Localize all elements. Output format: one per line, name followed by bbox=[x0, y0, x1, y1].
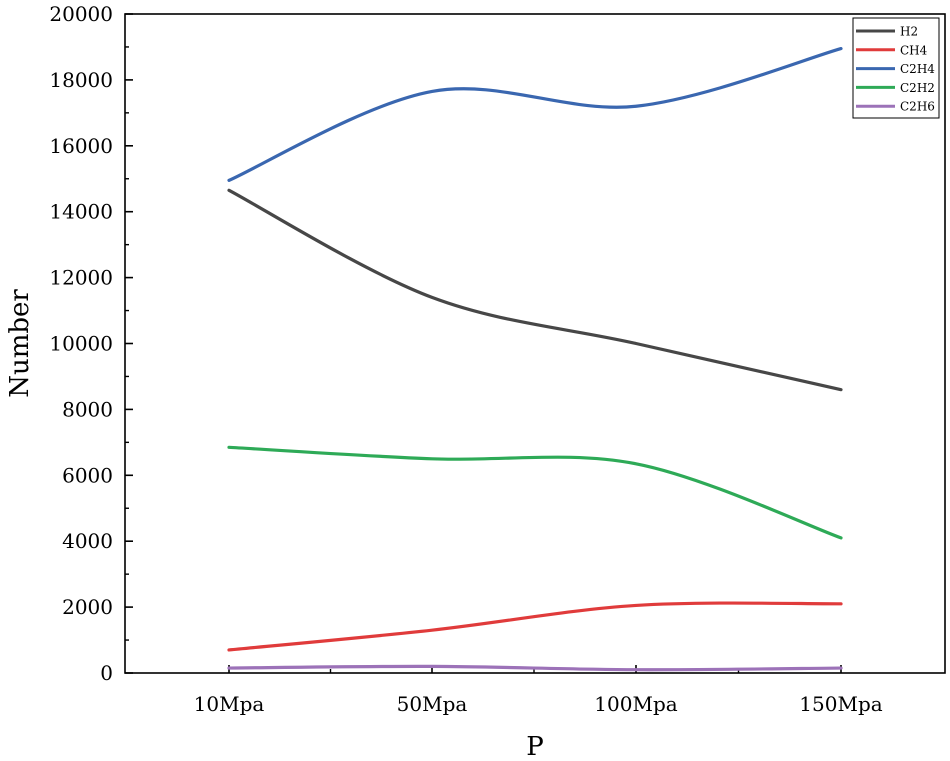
y-tick-labels: 0 2000 4000 6000 8000 10000 12000 14000 16000 180… bbox=[49, 2, 113, 685]
y-tick-label: 2000 bbox=[62, 595, 113, 619]
y-tick-label: 8000 bbox=[62, 397, 113, 421]
series-line-h2 bbox=[227, 188, 843, 392]
y-tick-label: 4000 bbox=[62, 529, 113, 553]
y-tick-label: 20000 bbox=[49, 2, 113, 26]
series-lines bbox=[227, 46, 843, 672]
y-tick-label: 14000 bbox=[49, 200, 113, 224]
y-tick-label: 6000 bbox=[62, 463, 113, 487]
x-tick-label: 150Mpa bbox=[799, 692, 882, 716]
series-line-c2h4 bbox=[227, 46, 843, 182]
y-tick-label: 10000 bbox=[49, 332, 113, 356]
legend-label: C2H4 bbox=[900, 62, 935, 76]
y-axis-title: Number bbox=[5, 289, 35, 398]
legend-label: CH4 bbox=[900, 43, 928, 57]
x-tick-label: 50Mpa bbox=[397, 692, 468, 716]
x-axis-title: P bbox=[526, 732, 544, 761]
legend-label: C2H6 bbox=[900, 100, 935, 114]
series-line-ch4 bbox=[227, 601, 843, 652]
y-tick-label: 16000 bbox=[49, 134, 113, 158]
legend-label: C2H2 bbox=[900, 81, 935, 95]
plot-axes bbox=[124, 13, 946, 674]
y-tick-label: 12000 bbox=[49, 266, 113, 290]
series-line-c2h2 bbox=[227, 445, 843, 540]
x-tick-label: 100Mpa bbox=[594, 692, 677, 716]
legend: H2 CH4 C2H4 C2H2 C2H6 bbox=[852, 17, 940, 119]
x-tick-label: 10Mpa bbox=[194, 692, 265, 716]
y-tick-label: 0 bbox=[100, 661, 113, 685]
series-line-c2h6 bbox=[227, 664, 843, 672]
legend-label: H2 bbox=[900, 25, 918, 39]
plot-frame bbox=[124, 13, 946, 674]
y-tick-label: 18000 bbox=[49, 68, 113, 92]
x-tick-labels: 10Mpa 50Mpa 100Mpa 150Mpa bbox=[194, 692, 883, 716]
